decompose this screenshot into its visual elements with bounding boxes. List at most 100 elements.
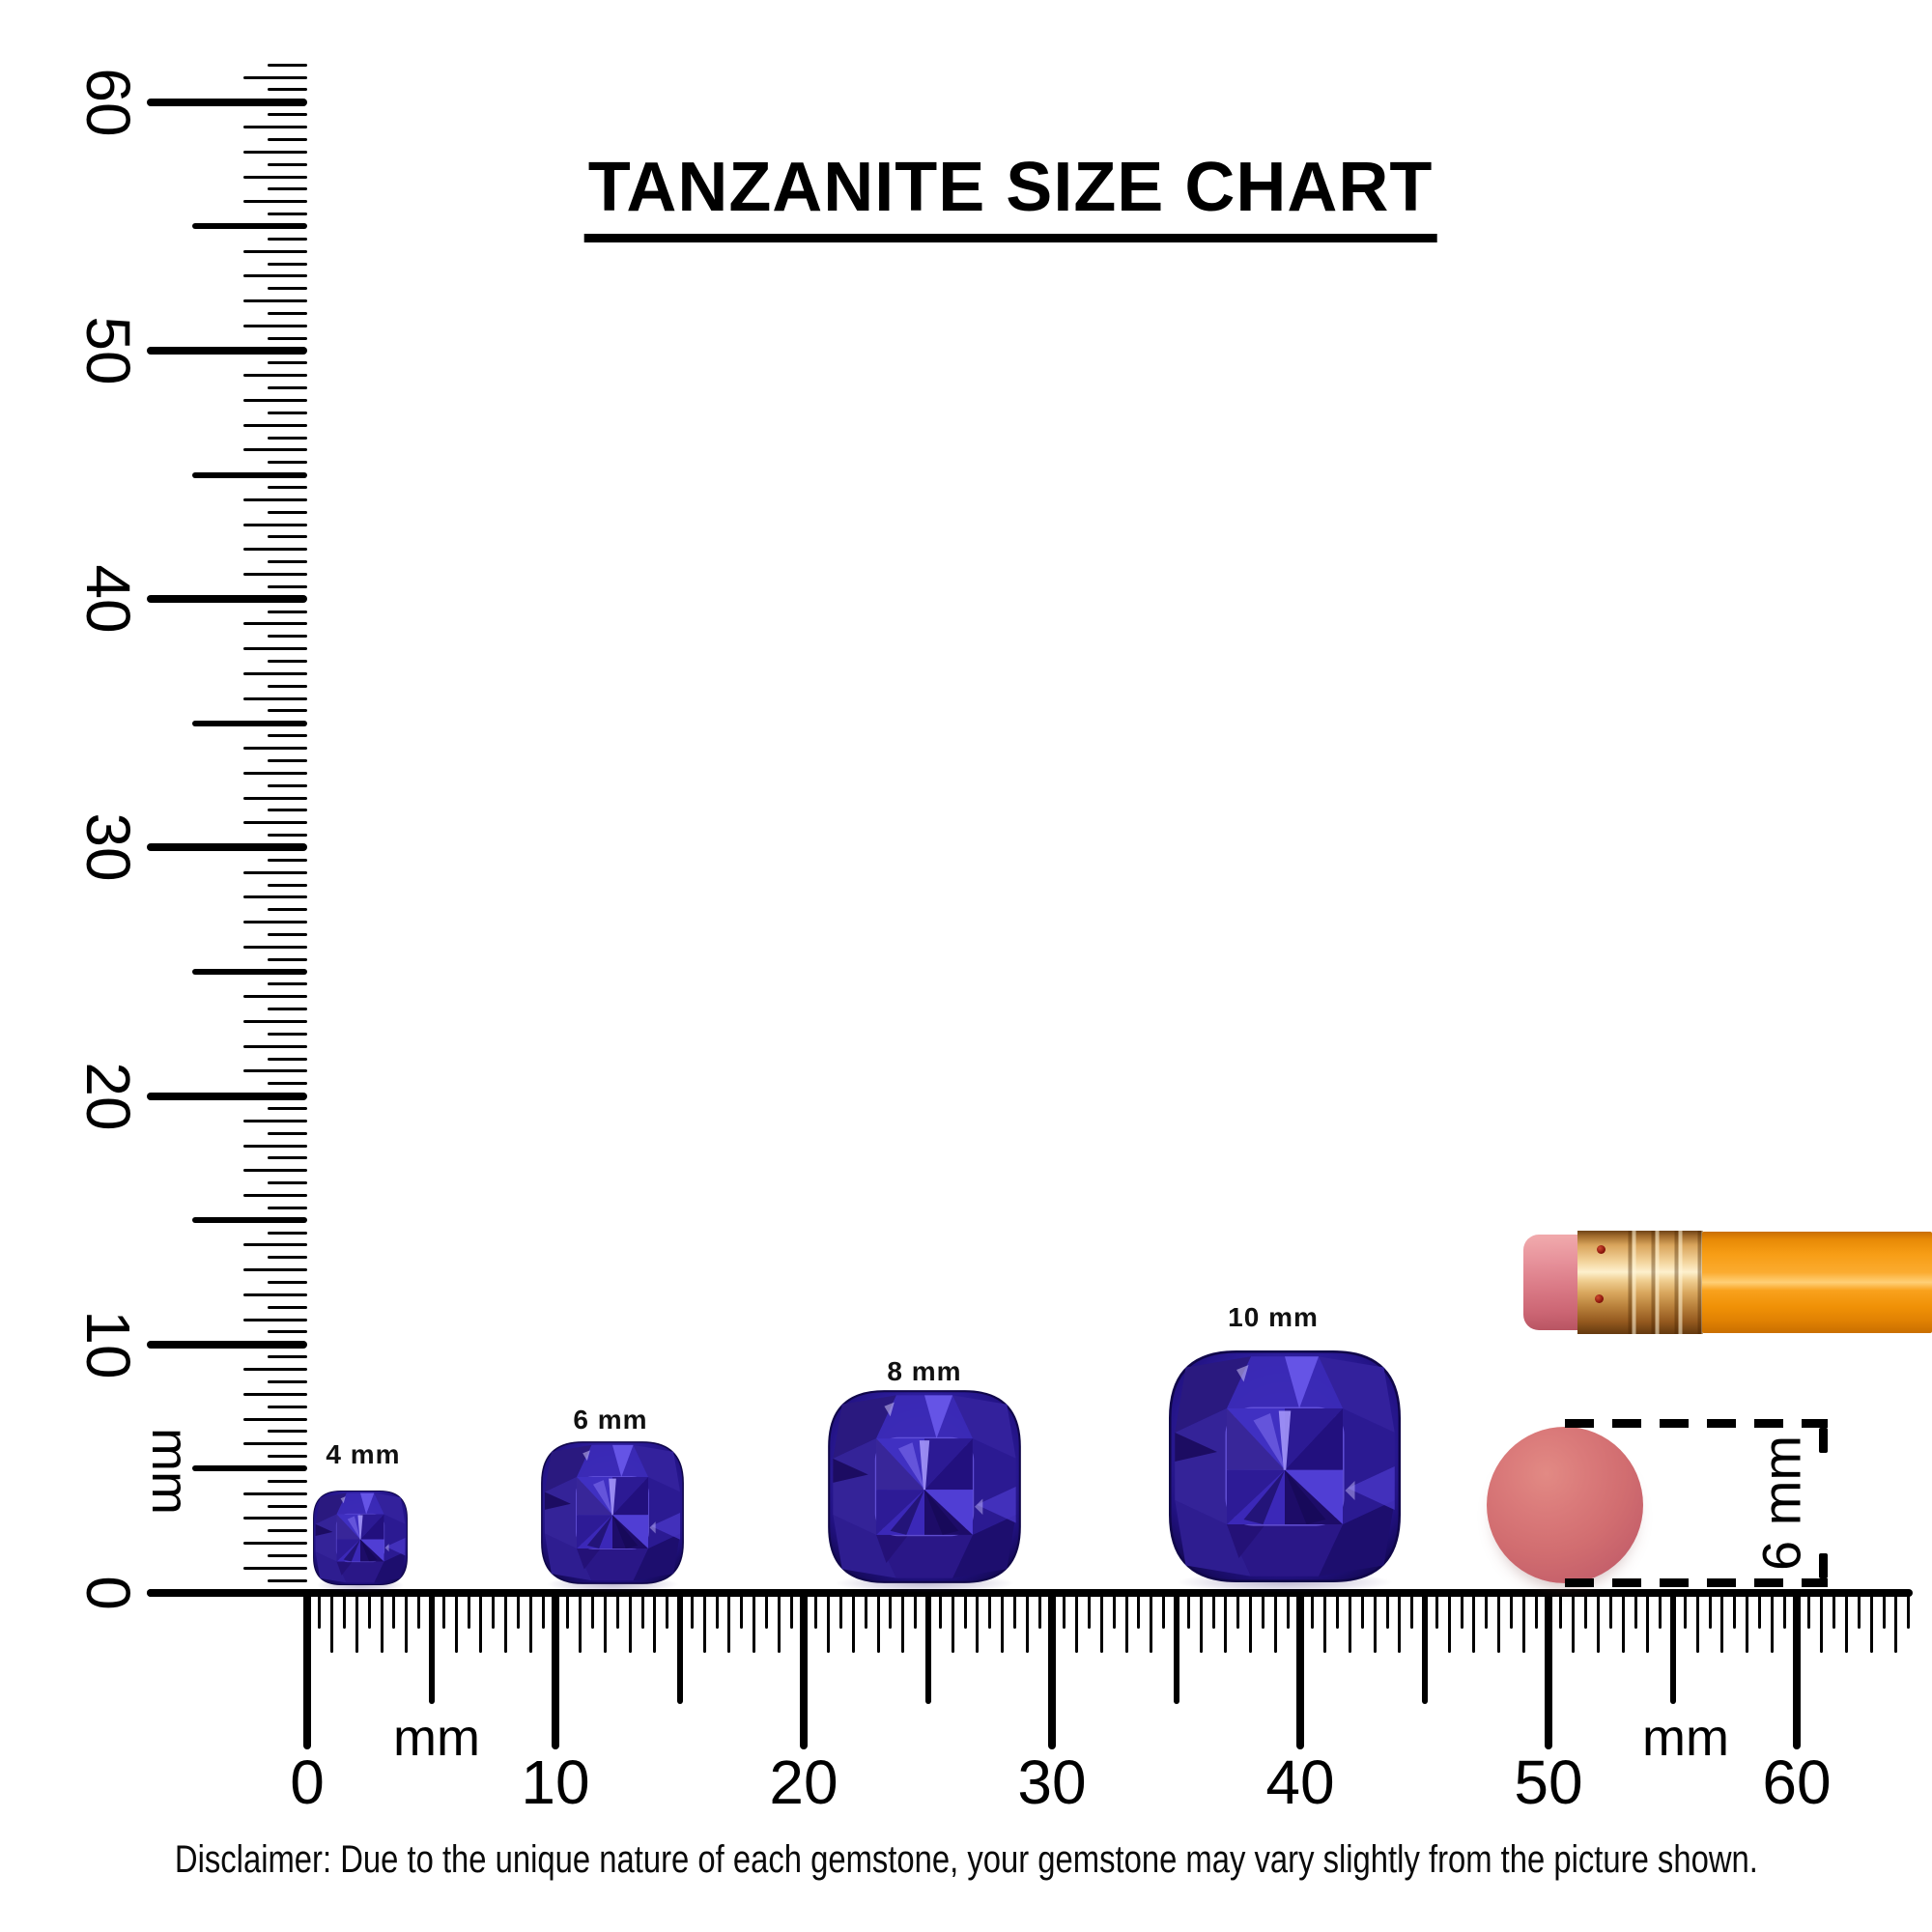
v-ruler-label-30: 30: [73, 812, 143, 882]
h-ruler-tick: [1173, 1589, 1179, 1704]
v-ruler-tick: [268, 584, 307, 588]
h-ruler-tick: [1869, 1589, 1873, 1653]
gem-size-label-10mm: 10 mm: [1228, 1302, 1319, 1332]
h-ruler-tick: [1296, 1589, 1304, 1749]
v-ruler-tick: [268, 1156, 307, 1160]
h-ruler-tick: [1236, 1589, 1240, 1629]
h-ruler-tick: [1793, 1589, 1801, 1749]
v-ruler-tick: [268, 1231, 307, 1235]
h-ruler-tick: [1572, 1589, 1576, 1653]
h-ruler-tick: [1758, 1589, 1761, 1629]
h-ruler-tick: [1075, 1589, 1079, 1653]
v-ruler-tick: [243, 1169, 307, 1173]
v-ruler-tick: [243, 497, 307, 501]
v-ruler-tick: [268, 1107, 307, 1110]
h-ruler-tick: [1398, 1589, 1402, 1653]
v-ruler-tick: [243, 249, 307, 253]
h-ruler-tick: [1907, 1589, 1911, 1629]
v-ruler-label-0: 0: [73, 1576, 143, 1610]
h-ruler-tick: [1261, 1589, 1264, 1629]
h-ruler-tick: [1833, 1589, 1835, 1629]
h-ruler-tick: [963, 1589, 967, 1629]
v-ruler-tick: [268, 1553, 307, 1557]
h-ruler-tick: [504, 1589, 508, 1653]
h-ruler-tick: [1472, 1589, 1476, 1653]
v-ruler-tick: [268, 1082, 307, 1086]
h-ruler-tick: [1733, 1589, 1737, 1629]
v-ruler-tick: [243, 895, 307, 899]
v-ruler-tick: [147, 1092, 307, 1100]
v-ruler-tick: [243, 573, 307, 576]
v-ruler-tick: [243, 921, 307, 924]
v-ruler-tick: [243, 75, 307, 79]
v-ruler-tick: [243, 821, 307, 825]
h-ruler-label-40: 40: [1265, 1747, 1335, 1817]
h-ruler-tick: [628, 1589, 632, 1653]
v-ruler-tick: [147, 98, 307, 106]
v-ruler-tick: [268, 932, 307, 936]
h-ruler-tick: [924, 1589, 931, 1704]
h-ruler-tick: [441, 1589, 445, 1629]
h-ruler-tick: [1659, 1589, 1662, 1629]
h-ruler-tick: [355, 1589, 358, 1653]
v-ruler-tick: [268, 1305, 307, 1309]
v-ruler-tick: [243, 1542, 307, 1546]
h-ruler-tick: [976, 1589, 980, 1653]
v-ruler-tick: [243, 1069, 307, 1073]
h-ruler-tick: [1521, 1589, 1525, 1653]
h-ruler-tick: [1012, 1589, 1016, 1629]
h-ruler-tick: [1037, 1589, 1041, 1629]
h-ruler-tick: [653, 1589, 657, 1653]
h-ruler-tick: [1435, 1589, 1438, 1629]
horizontal-ruler-unit-label-right: mm: [1642, 1709, 1729, 1767]
v-ruler-tick: [243, 299, 307, 303]
h-ruler-label-0: 0: [290, 1747, 325, 1817]
h-ruler-tick: [1348, 1589, 1351, 1653]
v-ruler-tick: [268, 113, 307, 117]
h-ruler-tick: [603, 1589, 607, 1653]
v-ruler-tick: [268, 336, 307, 340]
h-ruler-tick: [1820, 1589, 1824, 1653]
v-ruler-tick: [243, 175, 307, 179]
v-ruler-tick: [268, 1256, 307, 1260]
eraser-dimension-label: 6 mm: [1750, 1435, 1812, 1571]
v-ruler-tick: [243, 374, 307, 378]
v-ruler-tick: [192, 1465, 307, 1472]
v-ruler-tick: [268, 411, 307, 414]
v-ruler-tick: [268, 1206, 307, 1209]
h-ruler-tick: [1249, 1589, 1253, 1653]
v-ruler-label-40: 40: [73, 564, 143, 634]
h-ruler-tick: [367, 1589, 371, 1629]
h-ruler-tick: [1137, 1589, 1141, 1629]
v-ruler-tick: [268, 1455, 307, 1458]
v-ruler-tick: [268, 461, 307, 465]
v-ruler-tick: [268, 1578, 307, 1582]
v-ruler-label-60: 60: [73, 68, 143, 137]
v-ruler-tick: [243, 945, 307, 949]
ferrule-ridges: [1620, 1231, 1703, 1334]
v-ruler-tick: [243, 870, 307, 874]
h-ruler-tick: [839, 1589, 842, 1629]
gem-size-label-8mm: 8 mm: [887, 1356, 962, 1386]
v-ruler-tick: [243, 324, 307, 327]
h-ruler-tick: [676, 1589, 683, 1704]
h-ruler-tick: [1336, 1589, 1339, 1629]
h-ruler-tick: [380, 1589, 384, 1653]
v-ruler-tick: [268, 1529, 307, 1533]
v-ruler-tick: [268, 809, 307, 812]
h-ruler-tick: [1621, 1589, 1625, 1653]
v-ruler-tick: [268, 684, 307, 688]
h-ruler-tick: [330, 1589, 334, 1653]
h-ruler-tick: [827, 1589, 831, 1653]
h-ruler-tick: [727, 1589, 731, 1653]
v-ruler-label-20: 20: [73, 1062, 143, 1131]
h-ruler-tick: [591, 1589, 594, 1629]
h-ruler-tick: [1669, 1589, 1676, 1704]
gem-size-label-6mm: 6 mm: [573, 1405, 648, 1435]
v-ruler-tick: [268, 287, 307, 291]
h-ruler-tick: [864, 1589, 867, 1629]
h-ruler-tick: [467, 1589, 470, 1629]
pencil-eraser-tip: [1523, 1235, 1579, 1330]
h-ruler-tick: [392, 1589, 396, 1629]
v-ruler-tick: [268, 262, 307, 266]
